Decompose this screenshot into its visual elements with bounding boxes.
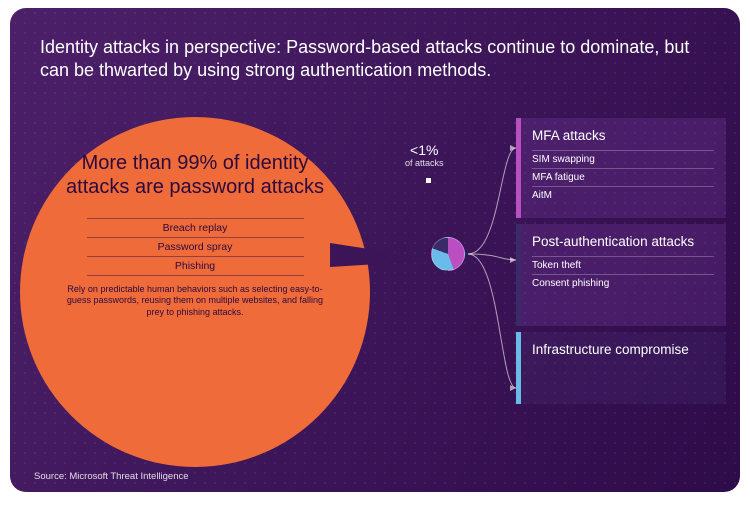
attack-row: Phishing xyxy=(87,256,304,276)
attack-row: Breach replay xyxy=(87,218,304,237)
mini-pie xyxy=(431,237,465,271)
infographic-card: Identity attacks in perspective: Passwor… xyxy=(10,8,740,492)
main-circle: More than 99% of identity attacks are pa… xyxy=(20,117,370,467)
panel-item: Token theft xyxy=(532,256,714,274)
title-text: Identity attacks in perspective: Passwor… xyxy=(40,36,710,83)
panel: MFA attacks SIM swappingMFA fatigueAitM xyxy=(516,118,726,218)
panel-item: MFA fatigue xyxy=(532,168,714,186)
panel-accent-bar xyxy=(516,332,521,404)
callout: <1% of attacks xyxy=(405,142,444,168)
circle-headline: More than 99% of identity attacks are pa… xyxy=(20,151,370,200)
panel-title: Infrastructure compromise xyxy=(532,342,714,358)
panel: Infrastructure compromise xyxy=(516,332,726,404)
callout-square xyxy=(426,178,431,183)
panel: Post-authentication attacks Token theftCo… xyxy=(516,224,726,326)
callout-sub: of attacks xyxy=(405,158,444,168)
panel-item: SIM swapping xyxy=(532,150,714,168)
source-text: Source: Microsoft Threat Intelligence xyxy=(34,471,189,482)
panel-title: MFA attacks xyxy=(532,128,714,144)
panel-item: Consent phishing xyxy=(532,274,714,292)
attack-list: Breach replayPassword sprayPhishing xyxy=(87,218,304,276)
callout-pct: <1% xyxy=(405,142,444,158)
panel-item: AitM xyxy=(532,186,714,204)
panel-accent-bar xyxy=(516,118,521,218)
circle-description: Rely on predictable human behaviors such… xyxy=(64,284,327,319)
attack-row: Password spray xyxy=(87,237,304,256)
panels-container: MFA attacks SIM swappingMFA fatigueAitM Po… xyxy=(516,118,726,404)
panel-accent-bar xyxy=(516,224,521,326)
panel-title: Post-authentication attacks xyxy=(532,234,714,250)
